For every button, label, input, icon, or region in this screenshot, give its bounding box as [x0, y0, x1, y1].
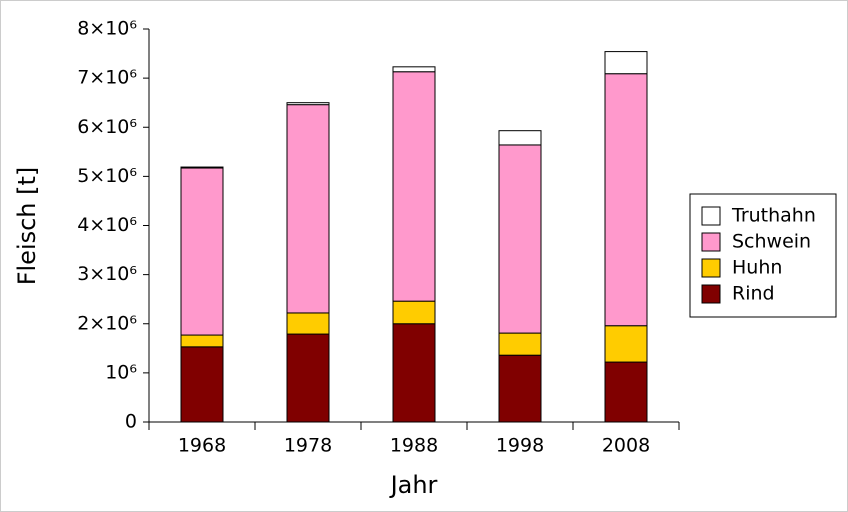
- y-tick-label: 6×10⁶: [77, 116, 137, 138]
- x-tick-label: 1998: [496, 435, 544, 457]
- bar-segment: [604, 325, 648, 363]
- x-axis-label: Jahr: [389, 471, 438, 499]
- x-tick-label: 1968: [178, 435, 226, 457]
- legend-swatch: [701, 284, 721, 304]
- y-tick-label: 2×10⁶: [77, 312, 137, 334]
- x-tick-label: 1978: [284, 435, 332, 457]
- y-tick-label: 0: [125, 411, 137, 433]
- y-tick-label: 10⁶: [105, 361, 137, 383]
- bar-segment: [286, 104, 330, 314]
- bar-segment: [286, 333, 330, 423]
- x-tick-label: 2008: [602, 435, 650, 457]
- bar-segment: [180, 346, 224, 423]
- y-tick-label: 3×10⁶: [77, 263, 137, 285]
- y-tick-label: 8×10⁶: [77, 18, 137, 40]
- bar-segment: [498, 144, 542, 334]
- bar-segment: [604, 51, 648, 75]
- legend-swatch: [701, 206, 721, 226]
- legend-label: Truthahn: [731, 205, 816, 227]
- legend-label: Rind: [732, 283, 775, 305]
- legend-label: Schwein: [732, 231, 811, 253]
- y-axis-label: Fleisch [t]: [13, 167, 41, 286]
- y-tick-label: 4×10⁶: [77, 214, 137, 236]
- legend-swatch: [701, 258, 721, 278]
- bar-segment: [392, 300, 436, 325]
- bar-segment: [392, 71, 436, 302]
- bar-segment: [498, 130, 542, 146]
- bar-segment: [286, 312, 330, 335]
- bar-segment: [286, 102, 330, 106]
- bar-segment: [498, 354, 542, 423]
- x-tick-label: 1988: [390, 435, 438, 457]
- legend-swatch: [701, 232, 721, 252]
- bar-segment: [180, 167, 224, 336]
- bar-segment: [604, 73, 648, 327]
- bar-segment: [392, 323, 436, 423]
- bar-segment: [604, 361, 648, 423]
- bar-segment: [498, 332, 542, 356]
- legend-label: Huhn: [732, 257, 782, 279]
- bar-segment: [180, 334, 224, 348]
- bar-segment: [180, 166, 224, 169]
- y-tick-label: 7×10⁶: [77, 67, 137, 89]
- y-tick-label: 5×10⁶: [77, 165, 137, 187]
- bar-segment: [392, 66, 436, 73]
